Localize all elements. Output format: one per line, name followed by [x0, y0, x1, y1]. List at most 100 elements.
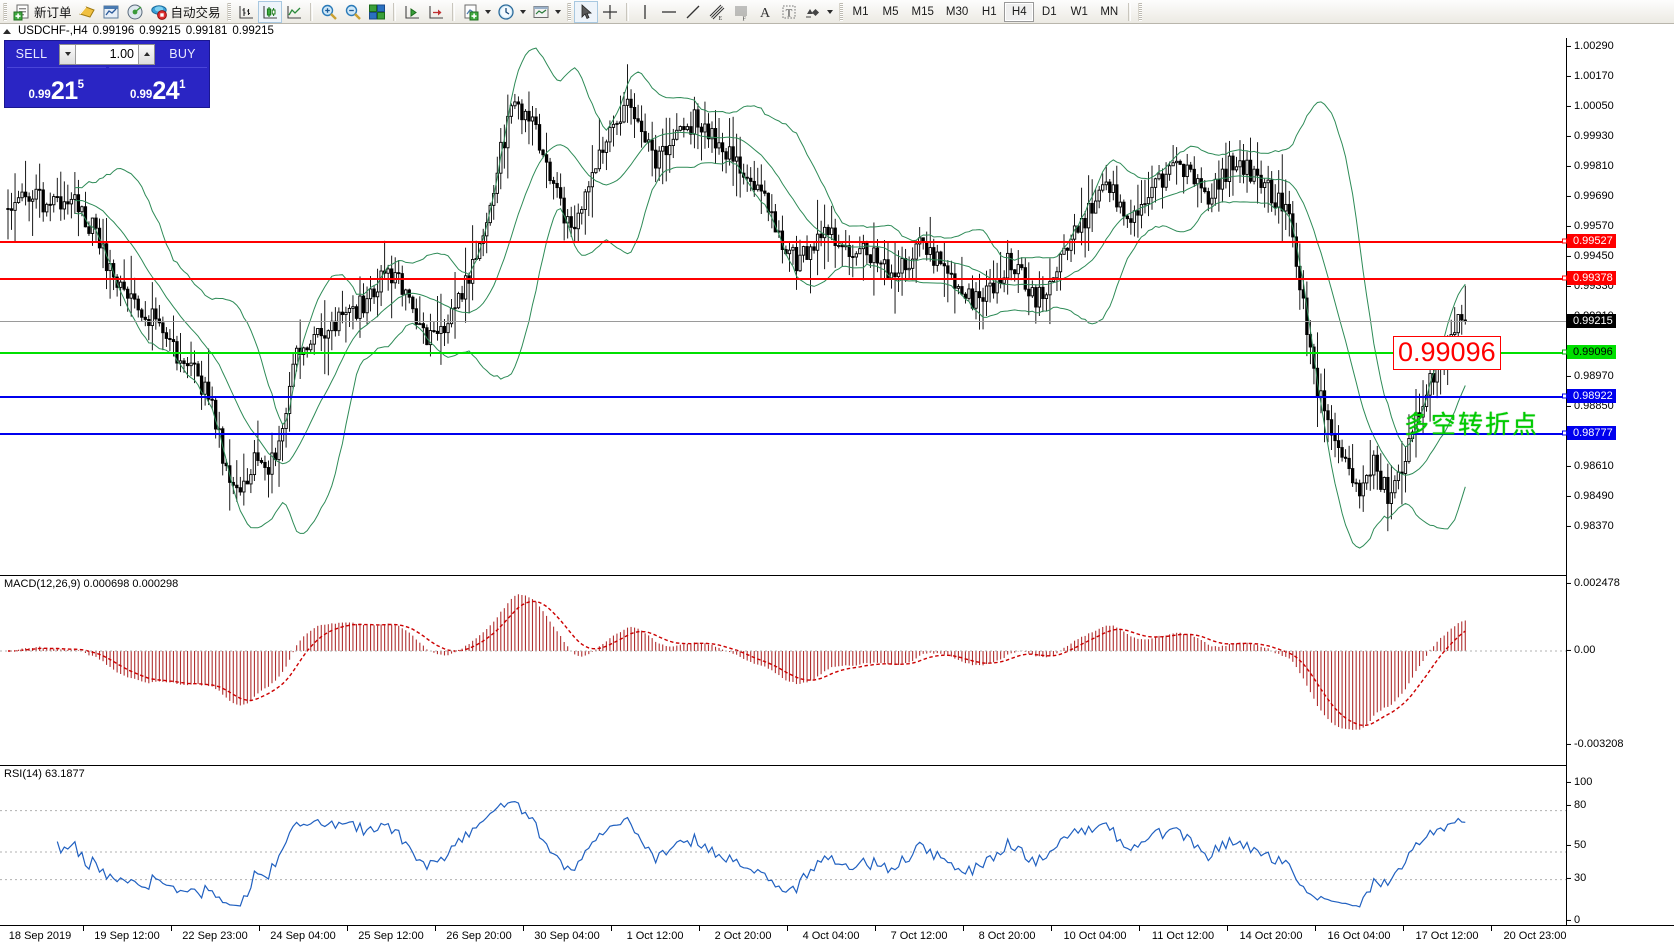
- timeframe-mn[interactable]: MN: [1100, 5, 1119, 18]
- collapse-triangle-icon[interactable]: [3, 28, 11, 34]
- period-dropdown[interactable]: [518, 3, 529, 21]
- line-chart-icon: [286, 5, 301, 19]
- timeframe-h4[interactable]: H4: [1004, 1, 1035, 22]
- horizontal-level-line[interactable]: [0, 396, 1566, 398]
- horizontal-level-line[interactable]: [0, 241, 1566, 243]
- zoom-in-button[interactable]: [317, 1, 341, 23]
- price-tag[interactable]: 0.98922: [1562, 389, 1616, 403]
- period-clock-button[interactable]: [494, 1, 518, 23]
- axis-tick: 0.99690: [1567, 190, 1614, 202]
- trade-panel-top-row: SELL 1.00 BUY: [5, 41, 209, 67]
- price-axis-divider: [1566, 38, 1567, 925]
- toolbar-separator-1: [309, 2, 313, 21]
- add-indicator-dropdown[interactable]: [483, 3, 494, 21]
- auto-trading-button[interactable]: 自动交易: [147, 1, 224, 23]
- price-tag[interactable]: 0.99096: [1562, 345, 1616, 359]
- data-window-button[interactable]: [99, 1, 123, 23]
- timeframe-m1[interactable]: M1: [852, 5, 869, 18]
- time-tick: [699, 926, 700, 931]
- price-tag[interactable]: 0.98777: [1562, 426, 1616, 440]
- buy-button[interactable]: BUY: [169, 47, 196, 61]
- zoom-in-icon: [321, 4, 337, 20]
- horizontal-level-line[interactable]: [0, 278, 1566, 280]
- add-indicator-button[interactable]: [459, 1, 483, 23]
- symbol-info-bar: USDCHF-,H4 0.99196 0.99215 0.99181 0.992…: [0, 24, 1674, 38]
- signals-button[interactable]: [123, 1, 147, 23]
- add-indicator-icon: [464, 4, 479, 20]
- timeframe-d1[interactable]: D1: [1041, 5, 1057, 18]
- price-tag[interactable]: 0.99527: [1562, 234, 1616, 248]
- axis-tick: 1.00290: [1567, 40, 1614, 52]
- new-order-button[interactable]: 新订单: [10, 1, 75, 23]
- chart-shift-button[interactable]: [424, 1, 448, 23]
- price-tag[interactable]: 0.99215: [1567, 314, 1616, 328]
- line-chart-button[interactable]: [282, 1, 306, 23]
- equidistant-channel-button[interactable]: E: [705, 1, 729, 23]
- timeframe-w1[interactable]: W1: [1070, 5, 1088, 18]
- zoom-out-button[interactable]: [341, 1, 365, 23]
- horizontal-level-line[interactable]: [0, 321, 1566, 322]
- cursor-button[interactable]: [573, 0, 598, 23]
- buy-price-quote[interactable]: 0.99 24 1: [108, 67, 207, 105]
- bar-chart-button[interactable]: [234, 1, 258, 23]
- horizontal-line-button[interactable]: [657, 1, 681, 23]
- trendline-button[interactable]: [681, 1, 705, 23]
- timeframe-h1[interactable]: H1: [981, 5, 997, 18]
- toolbar-grip-3[interactable]: [566, 2, 571, 21]
- fibonacci-retracement-button[interactable]: F: [729, 1, 753, 23]
- price-chart-panel[interactable]: [0, 38, 1566, 575]
- buy-price-main: 24: [152, 77, 180, 105]
- period-separator-button[interactable]: [75, 1, 99, 23]
- volume-value[interactable]: 1.00: [109, 47, 134, 61]
- line-handle[interactable]: [1562, 430, 1567, 436]
- axis-tick: 0.99450: [1567, 250, 1614, 262]
- time-tick: [259, 926, 260, 931]
- candlestick-chart-button[interactable]: [257, 0, 282, 23]
- toolbar-grip-4[interactable]: [838, 2, 843, 21]
- macd-panel[interactable]: [0, 575, 1566, 765]
- volume-increment-button[interactable]: [138, 44, 154, 64]
- text-label-button[interactable]: A: [753, 1, 777, 23]
- volume-stepper[interactable]: 1.00: [59, 43, 155, 65]
- axis-tick: 30: [1567, 872, 1586, 884]
- price-annotation-label[interactable]: 0.99096: [1393, 336, 1501, 370]
- signals-icon: [127, 4, 143, 19]
- horizontal-level-line[interactable]: [0, 352, 1566, 354]
- price-tag-label: 0.99096: [1573, 346, 1613, 358]
- timeframe-m5[interactable]: M5: [882, 5, 899, 18]
- line-handle[interactable]: [1562, 393, 1567, 399]
- axis-tick: 1.00170: [1567, 70, 1614, 82]
- volume-decrement-button[interactable]: [60, 44, 76, 64]
- rsi-panel[interactable]: [0, 765, 1566, 925]
- tile-windows-icon: [368, 4, 385, 19]
- line-handle[interactable]: [1562, 238, 1567, 244]
- toolbar-grip-2[interactable]: [226, 2, 231, 21]
- templates-button[interactable]: [529, 1, 553, 23]
- price-tag[interactable]: 0.99378: [1562, 271, 1616, 285]
- auto-scroll-button[interactable]: [400, 1, 424, 23]
- line-handle[interactable]: [1562, 349, 1567, 355]
- time-label: 22 Sep 23:00: [182, 930, 248, 942]
- tile-windows-button[interactable]: [365, 1, 389, 23]
- time-tick: [963, 926, 964, 931]
- toolbar-grip-5[interactable]: [1138, 2, 1143, 21]
- sell-button[interactable]: SELL: [15, 47, 48, 61]
- price-scale[interactable]: 1.00290 1.00170 1.00050 0.99930 0.99810 0.996…: [1567, 38, 1674, 575]
- templates-dropdown[interactable]: [553, 3, 564, 21]
- crosshair-button[interactable]: [598, 1, 622, 23]
- turning-point-annotation[interactable]: 多空转折点: [1404, 410, 1540, 439]
- text-box-button[interactable]: T: [777, 1, 801, 23]
- timeframe-m15[interactable]: M15: [911, 5, 934, 18]
- sell-price-quote[interactable]: 0.99 21 5: [7, 67, 106, 105]
- vertical-line-button[interactable]: [633, 1, 657, 23]
- shapes-button[interactable]: [801, 1, 825, 23]
- toolbar-grip[interactable]: [3, 2, 7, 21]
- time-scale[interactable]: 18 Sep 2019 19 Sep 12:00 22 Sep 23:00 24 Se…: [0, 925, 1674, 947]
- macd-label: MACD(12,26,9) 0.000698 0.000298: [4, 578, 179, 590]
- shapes-dropdown[interactable]: [825, 3, 836, 21]
- horizontal-level-line[interactable]: [0, 433, 1566, 435]
- timeframe-m30[interactable]: M30: [945, 5, 969, 18]
- time-tick: [875, 926, 876, 931]
- line-handle[interactable]: [1562, 275, 1567, 281]
- time-label: 26 Sep 20:00: [446, 930, 512, 942]
